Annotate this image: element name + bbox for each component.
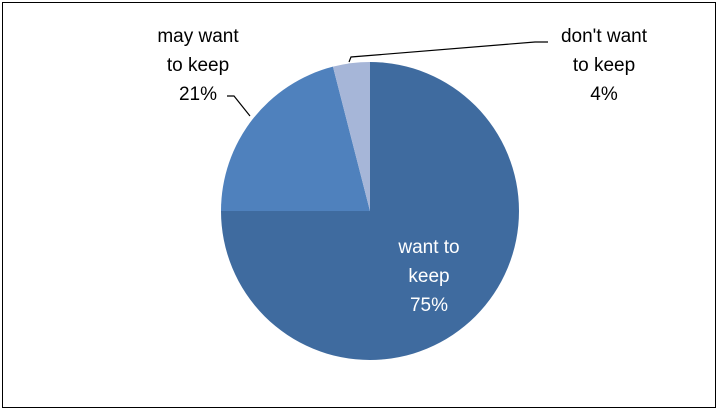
data-label-may-want-to-keep: to keep	[167, 55, 229, 76]
data-label-want-to-keep: 75%	[410, 295, 448, 316]
data-label-may-want-to-keep: 21%	[179, 84, 217, 105]
leader-line-don-t-want-to-keep	[348, 41, 548, 63]
data-label-don-t-want-to-keep: to keep	[573, 55, 635, 76]
data-label-want-to-keep: want to	[397, 237, 459, 258]
leader-line-may-want-to-keep	[227, 95, 251, 117]
data-label-want-to-keep: keep	[408, 266, 449, 287]
data-label-may-want-to-keep: may want	[157, 26, 239, 47]
pie-slice-may-want-to-keep	[221, 66, 370, 212]
data-label-don-t-want-to-keep: 4%	[590, 84, 618, 105]
data-label-don-t-want-to-keep: don't want	[561, 26, 648, 47]
pie-slice-don-t-want-to-keep	[332, 62, 370, 211]
